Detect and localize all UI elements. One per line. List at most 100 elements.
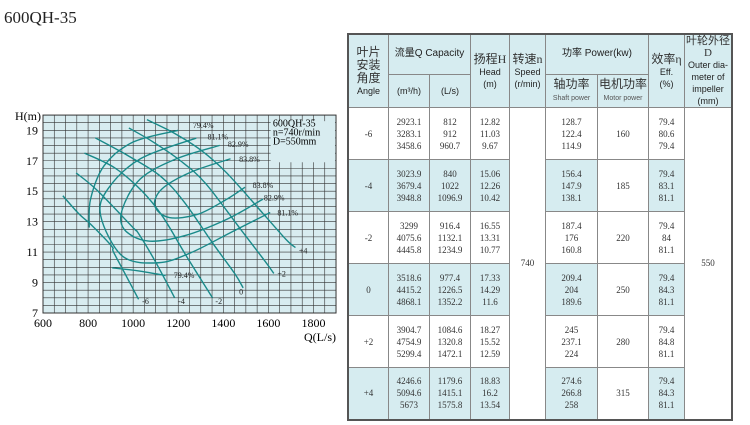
cell-head: 16.55 13.31 10.77 bbox=[470, 211, 510, 264]
x-axis-label: Q(L/s) bbox=[304, 330, 336, 344]
performance-table: 叶片 安装 角度 Angle 流量Q Capacity 扬程H Head (m) 转速n S… bbox=[347, 33, 733, 421]
y-tick-label: 9 bbox=[32, 276, 38, 290]
y-tick-label: 17 bbox=[26, 154, 38, 168]
head-curve bbox=[62, 195, 140, 300]
efficiency-label: 81.1% bbox=[208, 132, 229, 141]
cell-eff: 79.4 83.1 81.1 bbox=[648, 159, 685, 212]
cell-shaft: 156.4 147.9 138.1 bbox=[545, 159, 598, 212]
table-row: -4 3023.9 3679.4 3948.8 840 1022 1096.9 15.06 12… bbox=[347, 159, 732, 212]
x-tick-label: 1800 bbox=[301, 316, 325, 330]
y-tick-label: 11 bbox=[26, 245, 38, 259]
cell-shaft: 187.4 176 160.8 bbox=[545, 211, 598, 264]
inset-text: n=740r/min bbox=[273, 127, 320, 138]
header-speed: 转速n Speed (r/min) bbox=[509, 33, 546, 108]
cell-eff: 79.4 84 81.1 bbox=[648, 211, 685, 264]
header-capacity: 流量Q Capacity bbox=[388, 33, 471, 75]
cell-ls: 1084.6 1320.8 1472.1 bbox=[429, 315, 471, 368]
head-curve bbox=[94, 137, 244, 289]
cell-ls: 812 912 960.7 bbox=[429, 107, 471, 160]
cell-ls: 977.4 1226.5 1352.2 bbox=[429, 263, 471, 316]
cell-angle: -6 bbox=[347, 107, 389, 160]
header-power: 功率 Power(kw) bbox=[545, 33, 649, 75]
cell-motor: 280 bbox=[597, 315, 649, 368]
table-row: +4 4246.6 5094.6 5673 1179.6 1415.1 1575.8 18.8… bbox=[347, 367, 732, 420]
head-curve-label: 0 bbox=[239, 288, 243, 297]
cell-head: 18.27 15.52 12.59 bbox=[470, 315, 510, 368]
cell-head: 18.83 16.2 13.54 bbox=[470, 367, 510, 420]
header-ls: (L/s) bbox=[429, 73, 471, 109]
header-motor-power: 电机功率 Motor power bbox=[597, 73, 649, 109]
header-shaft-power: 轴功率 Shaft power bbox=[545, 73, 598, 109]
x-tick-label: 1600 bbox=[256, 316, 280, 330]
cell-head: 15.06 12.26 10.42 bbox=[470, 159, 510, 212]
x-tick-label: 600 bbox=[34, 316, 52, 330]
efficiency-curve bbox=[119, 144, 264, 242]
head-curve-label: +4 bbox=[299, 247, 308, 256]
y-axis-label: H(m) bbox=[15, 109, 41, 123]
table-row: 0 3518.6 4415.2 4868.1 977.4 1226.5 1352.2 17.3… bbox=[347, 263, 732, 316]
y-tick-label: 19 bbox=[26, 123, 38, 137]
cell-eff: 79.4 84.3 81.1 bbox=[648, 263, 685, 316]
cell-ls: 916.4 1132.1 1234.9 bbox=[429, 211, 471, 264]
cell-m3h: 2923.1 3283.1 3458.6 bbox=[388, 107, 430, 160]
cell-m3h: 3518.6 4415.2 4868.1 bbox=[388, 263, 430, 316]
cell-shaft: 209.4 204 189.6 bbox=[545, 263, 598, 316]
y-tick-label: 15 bbox=[26, 184, 38, 198]
cell-angle: 0 bbox=[347, 263, 389, 316]
head-curve bbox=[84, 152, 214, 299]
cell-m3h: 3904.7 4754.9 5299.4 bbox=[388, 315, 430, 368]
cell-motor: 220 bbox=[597, 211, 649, 264]
efficiency-curve bbox=[99, 137, 271, 264]
x-tick-label: 1200 bbox=[166, 316, 190, 330]
cell-eff: 79.4 80.6 79.4 bbox=[648, 107, 685, 160]
efficiency-label: 79.4% bbox=[193, 121, 214, 130]
head-curve bbox=[75, 172, 176, 299]
efficiency-label: 82.9% bbox=[228, 140, 249, 149]
header-efficiency: 效率η Eff. (%) bbox=[648, 33, 685, 108]
header-diameter: 叶轮外径D Outer dia-meter of impeller (mm) bbox=[684, 33, 733, 108]
head-curve-label: +2 bbox=[277, 269, 286, 278]
header-head: 扬程H Head (m) bbox=[470, 33, 510, 108]
efficiency-label: 83.8% bbox=[253, 181, 274, 190]
cell-diameter: 550 bbox=[684, 107, 733, 420]
efficiency-curve bbox=[153, 158, 246, 219]
head-curve-label: -6 bbox=[142, 297, 149, 306]
x-tick-label: 1400 bbox=[211, 316, 235, 330]
y-tick-label: 13 bbox=[26, 215, 38, 229]
cell-motor: 315 bbox=[597, 367, 649, 420]
efficiency-curve bbox=[112, 267, 166, 277]
efficiency-label: 81.1% bbox=[277, 209, 298, 218]
head-curve-label: -2 bbox=[215, 297, 222, 306]
inset-text: 600QH-35 bbox=[273, 118, 316, 129]
head-curve-label: -4 bbox=[178, 297, 185, 306]
header-angle: 叶片 安装 角度 Angle bbox=[347, 33, 389, 108]
header-m3h: (m³/h) bbox=[388, 73, 430, 109]
efficiency-label: 79.4% bbox=[174, 271, 195, 280]
efficiency-curve bbox=[88, 129, 179, 228]
cell-shaft: 245 237.1 224 bbox=[545, 315, 598, 368]
cell-head: 17.33 14.29 11.6 bbox=[470, 263, 510, 316]
cell-angle: +4 bbox=[347, 367, 389, 420]
table-row: -6 2923.1 3283.1 3458.6 812 912 960.7 12.82 11.0… bbox=[347, 107, 733, 420]
cell-eff: 79.4 84.3 81.1 bbox=[648, 367, 685, 420]
page-title: 600QH-35 bbox=[4, 8, 77, 27]
efficiency-label: 83.8% bbox=[239, 155, 260, 164]
cell-m3h: 4246.6 5094.6 5673 bbox=[388, 367, 430, 420]
y-tick-label: 7 bbox=[32, 306, 38, 320]
table-row: -2 3299 4075.6 4445.8 916.4 1132.1 1234.9 16.55… bbox=[347, 211, 732, 264]
cell-motor: 185 bbox=[597, 159, 649, 212]
inset-box bbox=[270, 121, 336, 163]
efficiency-label: 82.9% bbox=[264, 193, 285, 202]
cell-motor: 160 bbox=[597, 107, 649, 160]
cell-ls: 1179.6 1415.1 1575.8 bbox=[429, 367, 471, 420]
cell-shaft: 274.6 266.8 258 bbox=[545, 367, 598, 420]
pump-performance-chart: 600 800 1000 1200 1400 1600 1800 7 9 11 13 15 17 19H(… bbox=[15, 109, 337, 344]
cell-m3h: 3023.9 3679.4 3948.8 bbox=[388, 159, 430, 212]
cell-head: 12.82 11.03 9.67 bbox=[470, 107, 510, 160]
x-tick-label: 800 bbox=[79, 316, 97, 330]
head-curve bbox=[146, 119, 296, 249]
cell-angle: -2 bbox=[347, 211, 389, 264]
cell-shaft: 128.7 122.4 114.9 bbox=[545, 107, 598, 160]
cell-angle: +2 bbox=[347, 315, 389, 368]
head-curve bbox=[128, 127, 275, 274]
